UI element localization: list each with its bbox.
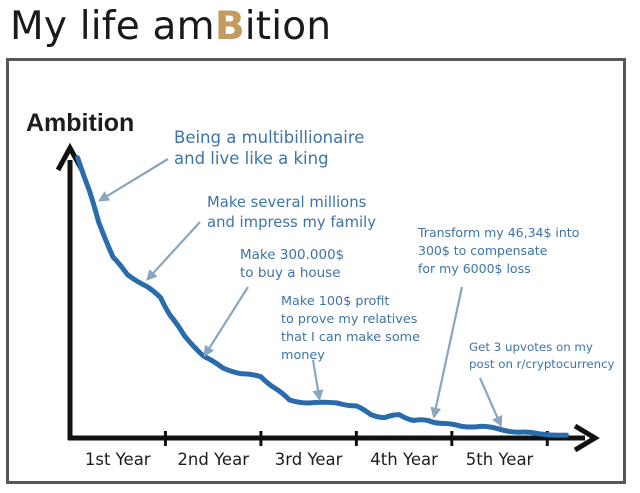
annotation: Make 100$ profit to prove my relatives tha… (281, 294, 420, 402)
annotation-arrow (311, 359, 324, 402)
x-tick-label: 2nd Year (177, 450, 249, 469)
annotation-line: 300$ to compensate (418, 243, 548, 258)
x-tick-label: 4th Year (370, 450, 438, 469)
annotation-line: and live like a king (174, 149, 329, 168)
title-text-start: My life am (10, 3, 215, 49)
annotation-text: Make several millions and impress my fami… (207, 194, 376, 231)
annotation-line: Get 3 upvotes on my (469, 340, 593, 354)
annotation-line: to prove my relatives (281, 312, 418, 327)
annotation: Transform my 46,34$ into 300$ to compensa… (417, 225, 579, 419)
annotation-arrow (203, 286, 249, 358)
annotation-line: Make several millions (207, 194, 366, 211)
annotation-line: Transform my 46,34$ into (417, 225, 579, 240)
annotation: Make 300.000$ to buy a house (203, 247, 344, 358)
annotation-arrow (146, 221, 201, 281)
annotation-line: Make 100$ profit (281, 294, 389, 309)
annotation-line: to buy a house (240, 265, 341, 281)
annotation-line: post on r/cryptocurrency (469, 357, 615, 371)
x-tick-label: 1st Year (85, 450, 151, 469)
x-axis-arrowhead (573, 423, 600, 453)
bitcoin-b-icon: B (214, 3, 245, 49)
chart-frame (6, 58, 626, 484)
annotation-text: Make 100$ profit to prove my relatives tha… (281, 294, 420, 363)
annotation-text: Transform my 46,34$ into 300$ to compensa… (417, 225, 579, 276)
annotation-text: Get 3 upvotes on my post on r/cryptocurre… (469, 340, 615, 371)
x-tick-label: 5th Year (466, 450, 534, 469)
annotation: Make several millions and impress my fami… (146, 194, 376, 281)
annotation-arrow (97, 158, 169, 202)
annotation: Get 3 upvotes on my post on r/cryptocurre… (469, 340, 615, 428)
annotation-arrow (478, 377, 503, 428)
annotation-line: money (281, 348, 325, 363)
ambition-line (75, 155, 569, 438)
annotations: Being a multibillionaire and live like a … (97, 128, 615, 428)
x-tick-label: 3rd Year (275, 450, 343, 469)
annotation-line: Make 300.000$ (240, 247, 344, 263)
title-text-end: ition (244, 3, 332, 49)
annotation-text: Make 300.000$ to buy a house (240, 247, 344, 281)
annotation-text: Being a multibillionaire and live like a … (174, 128, 364, 168)
annotation-line: Being a multibillionaire (174, 128, 364, 147)
annotation-line: and impress my family (207, 214, 376, 231)
annotation-arrow (430, 286, 464, 419)
x-tick-labels: 1st Year 2nd Year 3rd Year 4th Year 5th Year (85, 450, 534, 469)
annotation-line: for my 6000$ loss (418, 261, 531, 276)
y-axis-label: Ambition (26, 109, 134, 137)
annotation-line: that I can make some (281, 330, 420, 345)
annotation: Being a multibillionaire and live like a … (97, 128, 364, 202)
